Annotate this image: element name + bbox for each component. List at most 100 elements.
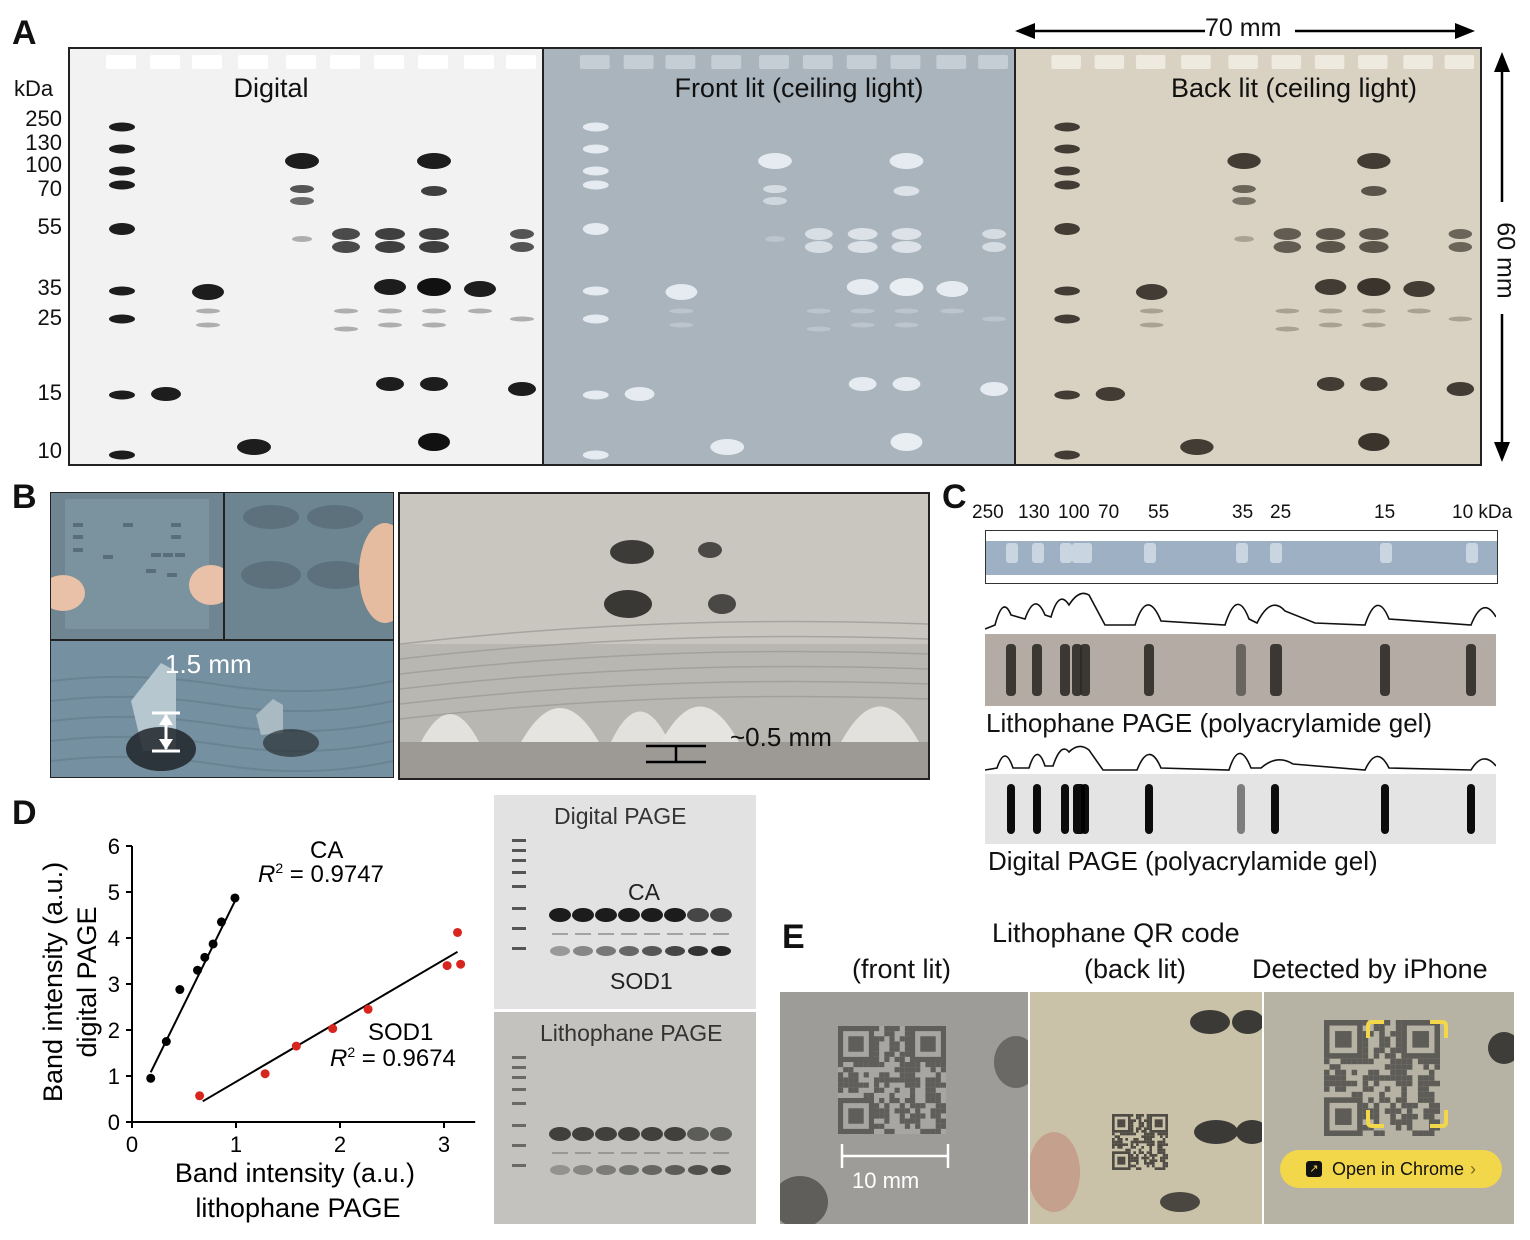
digital-gel-sod1-label: SOD1 <box>610 968 673 994</box>
digital-page-gel-title: Digital PAGE <box>554 803 687 829</box>
gel-front-lit-bands <box>579 55 1009 460</box>
strip-marker-100: 100 <box>1058 502 1090 523</box>
x-tick-label-2: 2 <box>334 1132 346 1157</box>
chevron-right-icon: › <box>1470 1158 1477 1179</box>
height-dimension-arrow <box>1494 52 1510 462</box>
point-sod1 <box>456 959 466 969</box>
y-tick-label-3: 3 <box>108 972 120 997</box>
gel-digital-title: Digital <box>233 73 309 103</box>
kda-marker-130: 130 <box>25 130 62 155</box>
kda-marker-25: 25 <box>37 305 62 330</box>
gel-back-lit-title: Back lit (ceiling light) <box>1170 73 1418 103</box>
kda-marker-35: 35 <box>37 275 62 300</box>
gel-back-lit-bands <box>1051 55 1475 460</box>
point-ca <box>175 985 185 995</box>
external-link-icon: ↗ <box>1305 1161 1322 1177</box>
lithophane-strip-3d-photo <box>985 530 1498 584</box>
gel-front-lit-photo: Front lit (ceiling light) <box>542 47 1016 466</box>
x-tick-label-1: 1 <box>230 1132 242 1157</box>
kda-marker-250: 250 <box>25 106 62 131</box>
lithophane-intensity-profile <box>985 592 1496 630</box>
digital-intensity-profile <box>985 745 1496 771</box>
kda-marker-55: 55 <box>37 214 62 239</box>
point-sod1 <box>328 1024 338 1034</box>
point-sod1 <box>195 1091 205 1101</box>
digital-gel-ca-label: CA <box>628 879 660 905</box>
qr-back-lit-photo <box>1030 992 1262 1224</box>
series-label-ca: CA <box>310 837 343 864</box>
intensity-correlation-chart: 0 1 2 3 4 5 6 0 1 2 3 Band intensity (a.u.) lithopha… <box>38 834 476 1223</box>
y-tick-label-1: 1 <box>108 1064 120 1089</box>
strip-marker-10-kDa: 10 kDa <box>1452 502 1513 523</box>
point-sod1 <box>291 1041 301 1051</box>
base-thickness-label: ~0.5 mm <box>730 722 832 752</box>
qr-title: Lithophane QR code <box>992 918 1240 948</box>
strip-marker-35: 35 <box>1232 502 1254 523</box>
y-axis-label-line2: digital PAGE <box>72 906 102 1057</box>
gel-digital-bands <box>106 55 536 460</box>
panel-e-letter: E <box>782 918 805 956</box>
series-r2-sod1: R2 = 0.9674 <box>330 1044 456 1072</box>
y-tick-label-6: 6 <box>108 834 120 859</box>
open-in-chrome-label: Open in Chrome <box>1331 1158 1465 1179</box>
kda-marker-100: 100 <box>25 152 62 177</box>
lithophane-handheld-photo <box>50 492 224 640</box>
digital-strip-caption: Digital PAGE (polyacrylamide gel) <box>988 846 1378 876</box>
qr-back-lit-subtitle: (back lit) <box>1084 954 1187 984</box>
gel-digital-photo: Digital <box>68 47 544 466</box>
point-sod1 <box>363 1004 373 1014</box>
panel-c-letter: C <box>942 478 967 516</box>
qr-front-lit-photo: 10 mm <box>780 992 1028 1224</box>
width-dimension-arrow <box>1015 23 1475 39</box>
y-tick-label-2: 2 <box>108 1018 120 1043</box>
y-tick-label-0: 0 <box>108 1110 120 1135</box>
lithophane-page-gel-photo: Lithophane PAGE <box>494 1012 756 1224</box>
panel-d-letter: D <box>12 794 37 832</box>
strip-marker-55: 55 <box>1148 502 1170 523</box>
strip-marker-130: 130 <box>1018 502 1050 523</box>
series-r2-ca: R2 = 0.9747 <box>258 860 384 888</box>
point-ca <box>208 939 218 949</box>
point-ca <box>216 917 226 927</box>
gel-back-lit-photo: Back lit (ceiling light) <box>1014 47 1482 466</box>
kda-marker-15: 15 <box>37 380 62 405</box>
x-tick-label-3: 3 <box>438 1132 450 1157</box>
y-axis-label-line1: Band intensity (a.u.) <box>38 862 68 1102</box>
point-sod1 <box>260 1069 270 1079</box>
point-ca <box>200 952 210 962</box>
strip-marker-250: 250 <box>972 502 1004 523</box>
lithophane-page-gel-title: Lithophane PAGE <box>540 1020 723 1046</box>
series-label-sod1: SOD1 <box>368 1019 433 1046</box>
panel-a-letter: A <box>12 14 37 52</box>
qr-detected-subtitle: Detected by iPhone <box>1252 954 1488 984</box>
open-in-chrome-button[interactable]: ↗ Open in Chrome › <box>1280 1150 1502 1188</box>
x-axis-label-line1: Band intensity (a.u.) <box>175 1158 415 1188</box>
kda-marker-70: 70 <box>37 176 62 201</box>
band-height-photo: 1.5 mm <box>50 640 394 778</box>
panel-b-letter: B <box>12 478 37 516</box>
point-sod1 <box>453 927 463 937</box>
y-tick-label-4: 4 <box>108 926 120 951</box>
digital-strip-photo <box>985 774 1496 844</box>
point-ca <box>230 893 240 903</box>
lithophane-side-view-photo: ~0.5 mm <box>398 492 930 780</box>
band-height-label: 1.5 mm <box>165 649 252 679</box>
point-sod1 <box>442 961 452 971</box>
lithophane-strip-caption: Lithophane PAGE (polyacrylamide gel) <box>986 708 1433 738</box>
point-ca <box>146 1073 156 1083</box>
strip-marker-70: 70 <box>1098 502 1120 523</box>
qr-front-lit-subtitle: (front lit) <box>852 954 952 984</box>
qr-detected-photo: ↗ Open in Chrome › <box>1264 992 1514 1224</box>
gel-front-lit-title: Front lit (ceiling light) <box>674 73 924 103</box>
height-dimension-label: 60 mm <box>1491 222 1520 299</box>
point-ca <box>161 1037 171 1046</box>
lithophane-strip-photo <box>985 634 1496 706</box>
y-tick-label-5: 5 <box>108 880 120 905</box>
strip-marker-15: 15 <box>1374 502 1396 523</box>
qr-scale-label: 10 mm <box>852 1168 920 1193</box>
strip-marker-25: 25 <box>1270 502 1292 523</box>
lithophane-closeup-photo <box>224 492 394 640</box>
point-ca <box>193 965 203 975</box>
x-axis-label-line2: lithophane PAGE <box>195 1193 400 1223</box>
kda-unit-label: kDa <box>14 76 54 101</box>
